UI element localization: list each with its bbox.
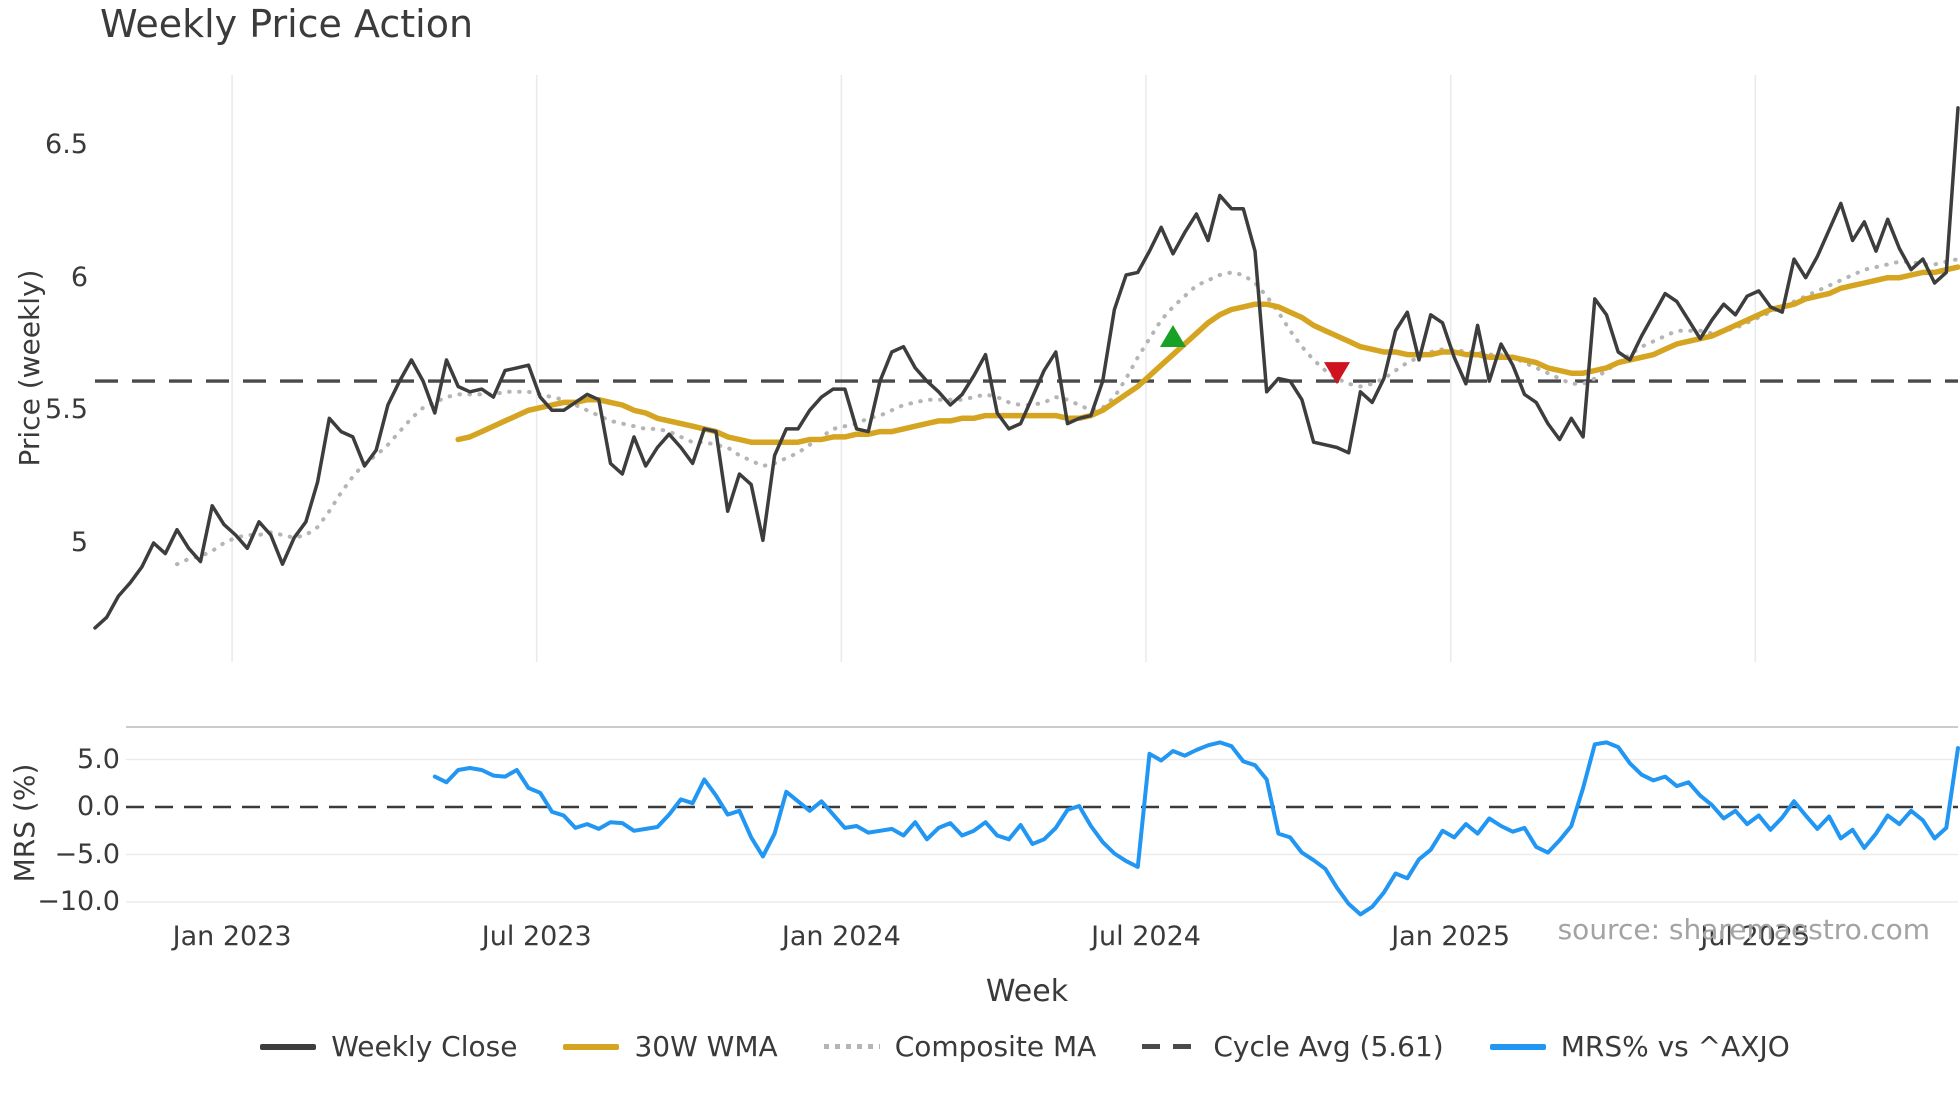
legend-item-composite-ma: Composite MA bbox=[823, 1030, 1097, 1063]
dotted-line-swatch-icon bbox=[823, 1044, 880, 1049]
price-ytick-6: 6 bbox=[70, 261, 88, 293]
mrs-ytick-0: 0.0 bbox=[77, 791, 120, 822]
chart-title: Weekly Price Action bbox=[100, 2, 474, 46]
30w-wma-line bbox=[455, 264, 1960, 445]
mrs-ytick--10: −10.0 bbox=[37, 886, 120, 917]
dashed-line-swatch-icon bbox=[1142, 1044, 1199, 1049]
xtick-Jul 2023: Jul 2023 bbox=[481, 921, 592, 952]
price-ytick-5.5: 5.5 bbox=[45, 394, 88, 426]
legend-label: Cycle Avg (5.61) bbox=[1213, 1030, 1444, 1063]
price-axis-title: Price (weekly) bbox=[13, 269, 46, 467]
chart-legend: Weekly Close 30W WMA Composite MA Cycle Avg… bbox=[0, 1030, 1960, 1063]
composite-ma-line bbox=[175, 257, 1960, 567]
xtick-Jan 2023: Jan 2023 bbox=[172, 921, 292, 952]
price-ytick-6.5: 6.5 bbox=[45, 129, 88, 160]
xtick-Jul 2025: Jul 2025 bbox=[1700, 921, 1811, 952]
legend-item-cycle-avg-5-61-: Cycle Avg (5.61) bbox=[1142, 1030, 1444, 1063]
legend-label: 30W WMA bbox=[634, 1030, 778, 1063]
sell-signal-marker bbox=[1324, 362, 1351, 385]
mrs-ytick--5: −5.0 bbox=[54, 838, 120, 870]
xtick-Jul 2024: Jul 2024 bbox=[1091, 921, 1201, 952]
solid-line-swatch-icon bbox=[260, 1043, 317, 1050]
legend-label: Weekly Close bbox=[331, 1030, 518, 1063]
legend-item-mrs-vs-axjo: MRS% vs ^AXJO bbox=[1489, 1030, 1790, 1063]
mrs-ytick-5: 5.0 bbox=[77, 743, 120, 775]
x-axis-title: Week bbox=[985, 974, 1069, 1009]
solid-line-swatch-icon bbox=[563, 1043, 620, 1050]
mrs-axis-title: MRS (%) bbox=[8, 763, 41, 883]
mrs-line bbox=[432, 740, 1960, 917]
xtick-Jan 2025: Jan 2025 bbox=[1391, 921, 1511, 952]
source-attribution: source: sharemaestro.com bbox=[1557, 913, 1930, 946]
xtick-Jan 2024: Jan 2024 bbox=[781, 921, 901, 952]
buy-signal-marker bbox=[1159, 325, 1186, 348]
price-ytick-5: 5 bbox=[70, 526, 88, 558]
legend-item-30w-wma: 30W WMA bbox=[563, 1030, 778, 1063]
solid-line-swatch-icon bbox=[1489, 1043, 1546, 1050]
legend-label: Composite MA bbox=[894, 1030, 1097, 1063]
weekly-close-line bbox=[93, 106, 1960, 630]
legend-item-weekly-close: Weekly Close bbox=[260, 1030, 517, 1063]
legend-label: MRS% vs ^AXJO bbox=[1560, 1030, 1790, 1063]
